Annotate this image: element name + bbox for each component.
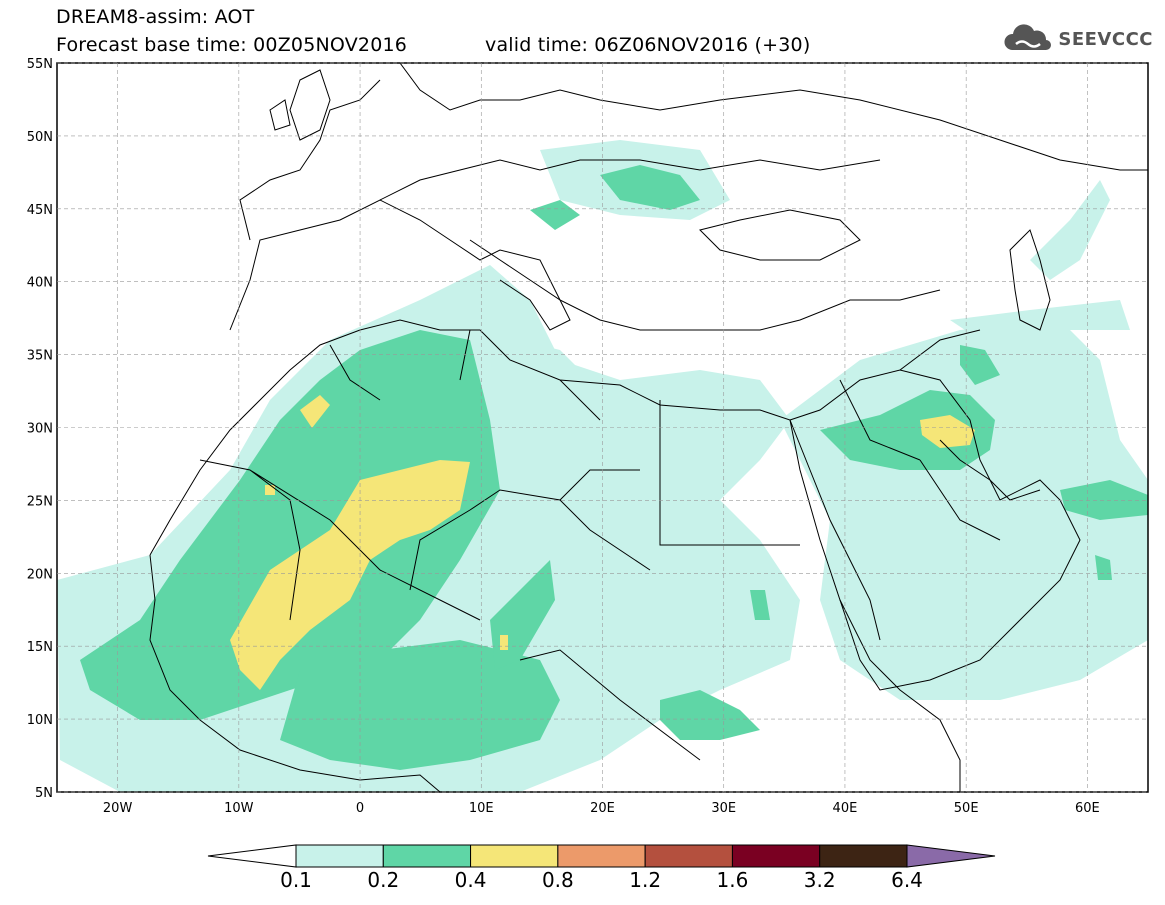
map-title: DREAM8-assim: AOT bbox=[56, 6, 255, 28]
seevccc-logo: SEEVCCC bbox=[1002, 24, 1153, 54]
valid-time: valid time: 06Z06NOV2016 (+30) bbox=[485, 34, 811, 56]
lon-tick-label: 20E bbox=[590, 801, 615, 816]
lat-tick-label: 35N bbox=[27, 349, 53, 364]
colorbar-label: 0.1 bbox=[280, 868, 312, 892]
latitude-axis: 55N 50N 45N 40N 35N 30N 25N 20N 15N 10N 5N bbox=[27, 57, 1148, 801]
lat-tick-label: 5N bbox=[35, 786, 53, 801]
lat-tick-label: 55N bbox=[27, 57, 53, 72]
colorbar-swatch bbox=[557, 844, 646, 868]
lat-tick-label: 20N bbox=[27, 567, 53, 582]
lat-tick-label: 25N bbox=[27, 494, 53, 509]
aot-band-0.4 bbox=[230, 395, 975, 690]
lat-tick-label: 50N bbox=[27, 130, 53, 145]
colorbar-swatch bbox=[382, 844, 472, 868]
lon-tick-label: 0 bbox=[356, 801, 364, 816]
coastlines bbox=[149, 63, 1148, 792]
lon-tick-label: 50E bbox=[954, 801, 979, 816]
colorbar-swatch bbox=[731, 844, 821, 868]
lat-tick-label: 45N bbox=[27, 203, 53, 218]
forecast-base-time: Forecast base time: 00Z05NOV2016 bbox=[56, 34, 408, 56]
lon-tick-label: 40E bbox=[833, 801, 858, 816]
colorbar-label: 1.2 bbox=[629, 868, 661, 892]
colorbar-label: 0.8 bbox=[542, 868, 574, 892]
colorbar-swatch bbox=[470, 844, 559, 868]
colorbar-swatch bbox=[295, 844, 384, 868]
longitude-axis: 20W 10W 0 10E 20E 30E 40E 50E 60E bbox=[103, 63, 1100, 816]
lon-tick-label: 10E bbox=[469, 801, 494, 816]
lat-tick-label: 40N bbox=[27, 276, 53, 291]
colorbar-label: 1.6 bbox=[717, 868, 749, 892]
colorbar: 0.1 0.2 0.4 0.8 1.2 1.6 3.2 6.4 bbox=[207, 844, 996, 892]
colorbar-swatch bbox=[644, 844, 733, 868]
colorbar-label: 0.2 bbox=[367, 868, 399, 892]
lat-tick-label: 15N bbox=[27, 640, 53, 655]
logo-text: SEEVCCC bbox=[1058, 28, 1153, 50]
colorbar-high-arrow bbox=[906, 844, 996, 868]
lon-tick-label: 60E bbox=[1075, 801, 1100, 816]
lon-tick-label: 30E bbox=[711, 801, 736, 816]
colorbar-label: 3.2 bbox=[804, 868, 836, 892]
lat-tick-label: 10N bbox=[27, 713, 53, 728]
colorbar-label: 0.4 bbox=[455, 868, 487, 892]
colorbar-low-arrow bbox=[207, 844, 297, 868]
colorbar-swatch bbox=[819, 844, 908, 868]
lon-tick-label: 20W bbox=[103, 801, 133, 816]
colorbar-label: 6.4 bbox=[891, 868, 923, 892]
cloud-logo-icon bbox=[1004, 24, 1052, 50]
lat-tick-label: 30N bbox=[27, 422, 53, 437]
lon-tick-label: 10W bbox=[224, 801, 254, 816]
